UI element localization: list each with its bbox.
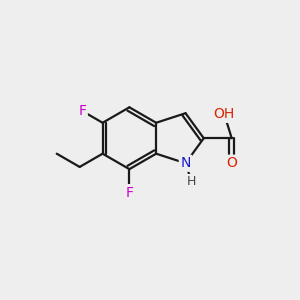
Text: N: N xyxy=(180,156,191,170)
Text: O: O xyxy=(226,156,237,170)
Text: OH: OH xyxy=(214,107,235,121)
Text: H: H xyxy=(187,175,196,188)
Text: F: F xyxy=(125,186,134,200)
Text: F: F xyxy=(78,104,86,118)
